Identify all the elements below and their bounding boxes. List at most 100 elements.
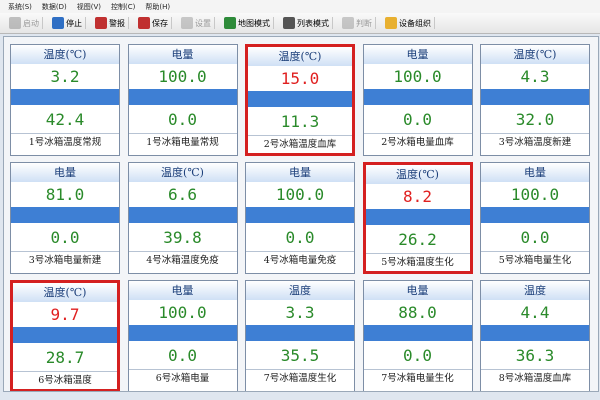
device-name: 3号冰箱电量新建 bbox=[28, 255, 102, 266]
top-value: 100.0 bbox=[510, 185, 560, 204]
menu-item[interactable]: 控制(C) bbox=[111, 2, 136, 11]
device-card[interactable]: 电量 100.0 0.0 5号冰箱电量生化 bbox=[480, 162, 590, 274]
device-card[interactable]: 电量 100.0 0.0 2号冰箱电量血库 bbox=[362, 44, 473, 156]
card-header: 电量 bbox=[246, 163, 354, 182]
device-card[interactable]: 温度(℃) 15.0 11.3 2号冰箱温度血库 bbox=[245, 44, 355, 156]
card-header: 温度(℃) bbox=[128, 163, 237, 182]
toolbar-label: 地图模式 bbox=[238, 18, 270, 28]
card-header: 电量 bbox=[363, 45, 472, 64]
bottom-value: 28.7 bbox=[13, 343, 117, 372]
device-name: 1号冰箱电量常规 bbox=[146, 137, 219, 148]
toolbar-button: 启动 bbox=[6, 17, 43, 29]
card-header: 温度(℃) bbox=[11, 45, 119, 64]
bottom-value: 0.0 bbox=[363, 105, 472, 134]
toolbar-label: 设备组织 bbox=[399, 18, 431, 28]
toolbar-button[interactable]: 设备组织 bbox=[382, 17, 435, 29]
device-card[interactable]: 温度 3.3 35.5 7号冰箱温度生化 bbox=[245, 280, 355, 391]
top-value: 88.0 bbox=[398, 303, 437, 322]
device-name: 8号冰箱温度血库 bbox=[498, 373, 572, 384]
blue-band bbox=[128, 89, 237, 105]
device-card[interactable]: 温度(℃) 8.2 26.2 5号冰箱温度生化 bbox=[362, 162, 473, 274]
device-grid: 温度(℃) 3.2 42.4 1号冰箱温度常规 电量 100.0 0.0 1号冰箱电量常规 温度… bbox=[3, 36, 599, 392]
menu-item[interactable]: 帮助(H) bbox=[145, 2, 171, 11]
toolbar-button: 判断 bbox=[339, 17, 376, 29]
toolbar-button[interactable]: 列表模式 bbox=[280, 17, 333, 29]
blue-band bbox=[248, 91, 352, 107]
device-card[interactable]: 电量 100.0 0.0 1号冰箱电量常规 bbox=[127, 44, 238, 156]
blue-band bbox=[246, 207, 354, 223]
top-value: 6.6 bbox=[168, 185, 197, 204]
bottom-value: 42.4 bbox=[11, 105, 119, 134]
device-card[interactable]: 温度(℃) 9.7 28.7 6号冰箱温度 bbox=[10, 280, 120, 391]
bottom-value: 32.0 bbox=[481, 105, 589, 134]
toolbar-button[interactable]: 警报 bbox=[92, 17, 129, 29]
blue-band bbox=[363, 325, 472, 341]
device-card[interactable]: 温度 4.4 36.3 8号冰箱温度血库 bbox=[480, 280, 590, 391]
menu-bar: 系统(S) 数据(D) 视图(V) 控制(C) 帮助(H) bbox=[0, 0, 600, 13]
blue-band bbox=[481, 325, 589, 341]
toolbar-button[interactable]: 地图模式 bbox=[221, 17, 274, 29]
toolbar: 启动 停止 警报 保存 设置 地图模式 列表模式 判断 设备组织 bbox=[0, 13, 600, 34]
device-name: 3号冰箱温度新建 bbox=[498, 137, 572, 148]
toolbar-label: 启动 bbox=[23, 18, 39, 28]
device-name: 6号冰箱温度 bbox=[38, 375, 92, 386]
bottom-value: 0.0 bbox=[128, 341, 237, 370]
blue-band bbox=[365, 209, 470, 225]
toolbar-icon bbox=[283, 17, 295, 29]
toolbar-icon bbox=[52, 17, 64, 29]
toolbar-button: 设置 bbox=[178, 17, 215, 29]
toolbar-icon bbox=[224, 17, 236, 29]
bottom-value: 0.0 bbox=[11, 223, 119, 252]
bottom-value: 39.8 bbox=[128, 223, 237, 252]
device-card[interactable]: 电量 88.0 0.0 7号冰箱电量生化 bbox=[362, 280, 473, 391]
menu-item[interactable]: 系统(S) bbox=[8, 2, 32, 11]
top-value: 3.3 bbox=[285, 303, 315, 322]
card-header: 温度(℃) bbox=[365, 165, 470, 184]
bottom-value: 11.3 bbox=[248, 107, 352, 136]
top-value: 15.0 bbox=[280, 69, 320, 88]
toolbar-label: 判断 bbox=[356, 18, 372, 28]
device-card[interactable]: 电量 100.0 0.0 6号冰箱电量 bbox=[127, 280, 238, 391]
device-name: 5号冰箱电量生化 bbox=[498, 255, 572, 266]
device-name: 2号冰箱电量血库 bbox=[381, 137, 454, 148]
device-name: 7号冰箱温度生化 bbox=[263, 373, 337, 384]
card-header: 温度(℃) bbox=[248, 47, 352, 66]
device-card[interactable]: 电量 81.0 0.0 3号冰箱电量新建 bbox=[10, 162, 120, 274]
bottom-value: 0.0 bbox=[128, 105, 237, 134]
card-header: 温度(℃) bbox=[13, 283, 117, 302]
blue-band bbox=[246, 325, 354, 341]
toolbar-button[interactable]: 停止 bbox=[49, 17, 86, 29]
top-value: 100.0 bbox=[158, 67, 207, 86]
bottom-value: 36.3 bbox=[481, 341, 589, 370]
blue-band bbox=[128, 325, 237, 341]
toolbar-label: 设置 bbox=[195, 18, 211, 28]
toolbar-label: 警报 bbox=[109, 18, 125, 28]
blue-band bbox=[11, 89, 119, 105]
device-card[interactable]: 温度(℃) 4.3 32.0 3号冰箱温度新建 bbox=[480, 44, 590, 156]
blue-band bbox=[128, 207, 237, 223]
card-header: 温度(℃) bbox=[481, 45, 589, 64]
top-value: 100.0 bbox=[275, 185, 325, 204]
bottom-value: 0.0 bbox=[481, 223, 589, 252]
menu-item[interactable]: 视图(V) bbox=[76, 2, 102, 11]
toolbar-button[interactable]: 保存 bbox=[135, 17, 172, 29]
toolbar-icon bbox=[342, 17, 354, 29]
bottom-value: 0.0 bbox=[246, 223, 354, 252]
device-card[interactable]: 温度(℃) 3.2 42.4 1号冰箱温度常规 bbox=[10, 44, 120, 156]
toolbar-label: 保存 bbox=[152, 18, 168, 28]
menu-item[interactable]: 数据(D) bbox=[41, 2, 67, 11]
device-card[interactable]: 温度(℃) 6.6 39.8 4号冰箱温度免疫 bbox=[127, 162, 238, 274]
device-card[interactable]: 电量 100.0 0.0 4号冰箱电量免疫 bbox=[245, 162, 355, 274]
card-header: 温度 bbox=[246, 281, 354, 300]
blue-band bbox=[481, 207, 589, 223]
toolbar-icon bbox=[9, 17, 21, 29]
top-value: 81.0 bbox=[45, 185, 85, 204]
top-value: 100.0 bbox=[158, 303, 207, 322]
device-name: 2号冰箱温度血库 bbox=[263, 139, 337, 150]
device-name: 4号冰箱温度免疫 bbox=[146, 255, 219, 266]
card-header: 电量 bbox=[481, 163, 589, 182]
toolbar-label: 停止 bbox=[66, 18, 82, 28]
device-name: 6号冰箱电量 bbox=[155, 373, 210, 384]
device-name: 7号冰箱电量生化 bbox=[381, 373, 454, 384]
